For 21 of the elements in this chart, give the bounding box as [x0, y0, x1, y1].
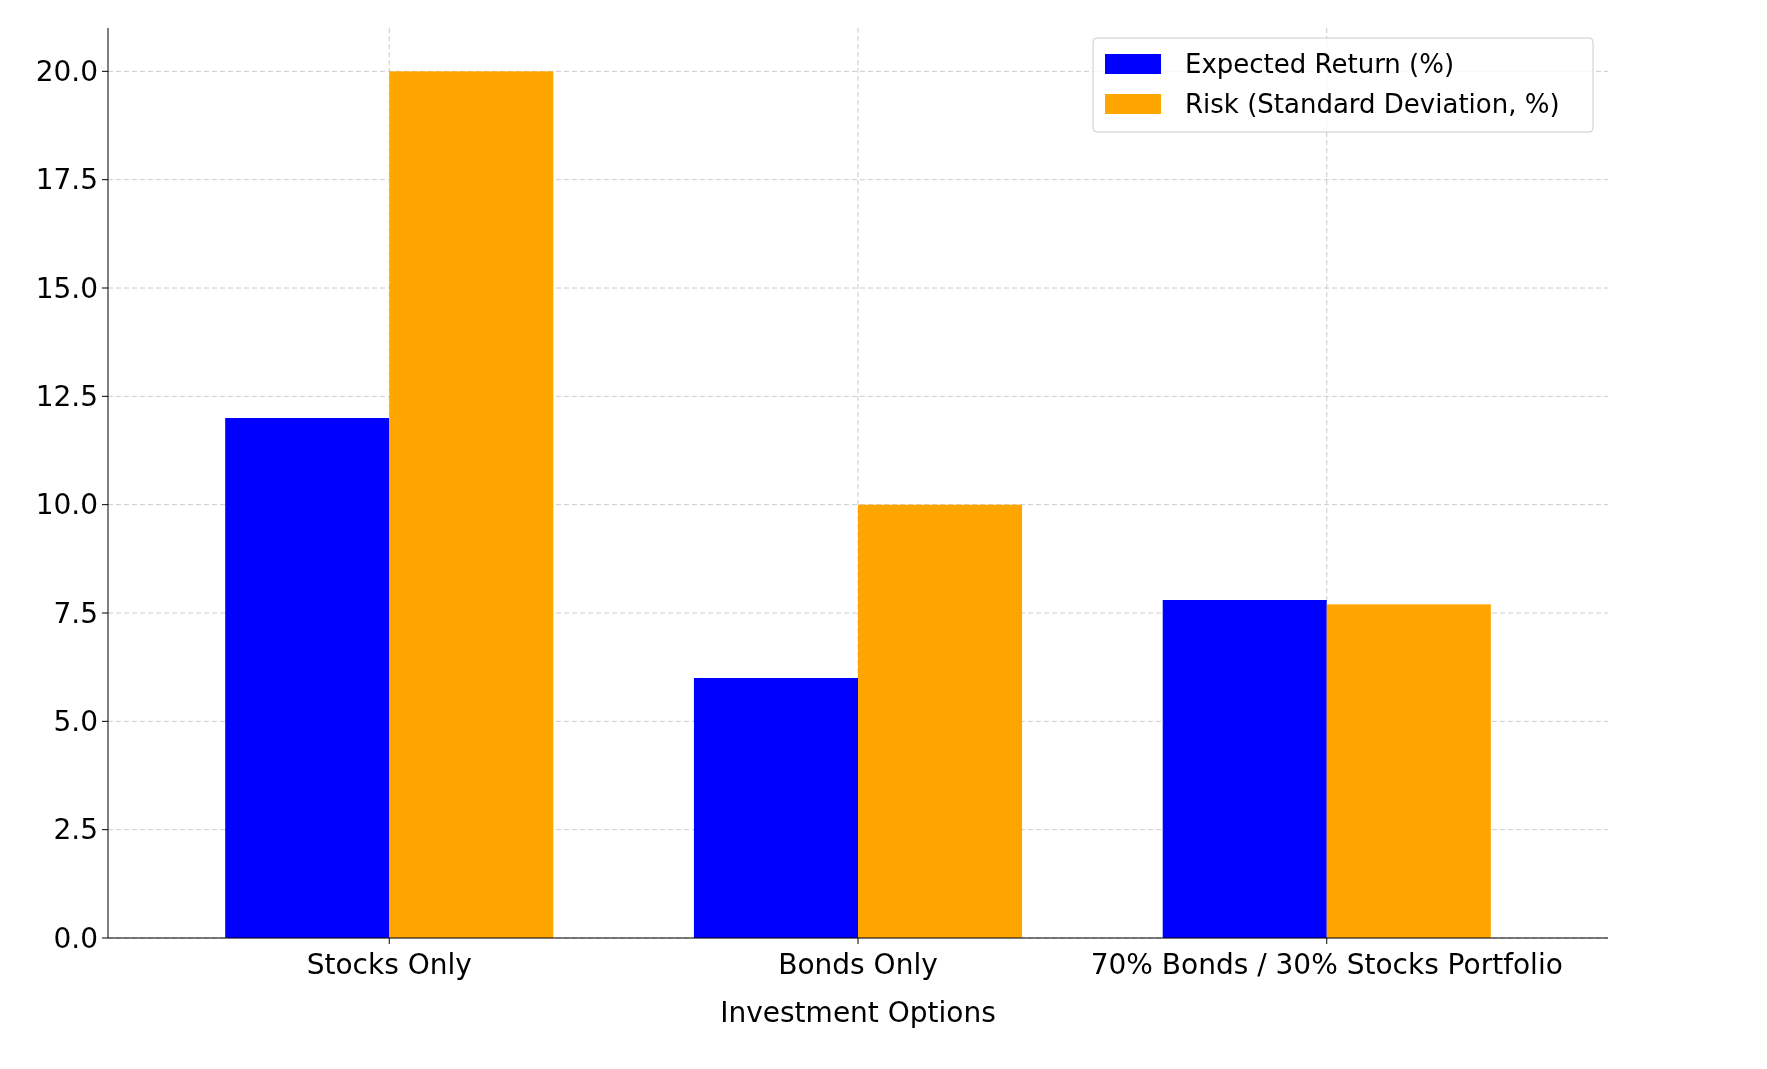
y-tick-label: 7.5 — [53, 596, 98, 630]
bar — [1162, 600, 1327, 938]
y-tick-label: 15.0 — [35, 271, 98, 305]
legend-label: Risk (Standard Deviation, %) — [1185, 89, 1560, 120]
bar — [693, 678, 858, 938]
y-tick-label: 0.0 — [53, 921, 98, 955]
y-tick-label: 12.5 — [35, 380, 98, 414]
y-tick-label: 17.5 — [35, 163, 98, 197]
y-tick-label: 20.0 — [35, 55, 98, 89]
x-tick-label: Stocks Only — [306, 948, 472, 981]
bar — [225, 418, 390, 938]
x-tick-label: Bonds Only — [778, 948, 938, 981]
y-tick-label: 5.0 — [53, 705, 98, 739]
bar — [389, 71, 554, 938]
bar — [1326, 604, 1491, 938]
y-tick-label: 10.0 — [35, 488, 98, 522]
y-tick-label: 2.5 — [53, 813, 98, 847]
x-axis-title: Investment Options — [720, 996, 996, 1029]
legend-label: Expected Return (%) — [1185, 49, 1455, 80]
x-tick-label: 70% Bonds / 30% Stocks Portfolio — [1090, 948, 1563, 981]
bar — [858, 504, 1023, 938]
